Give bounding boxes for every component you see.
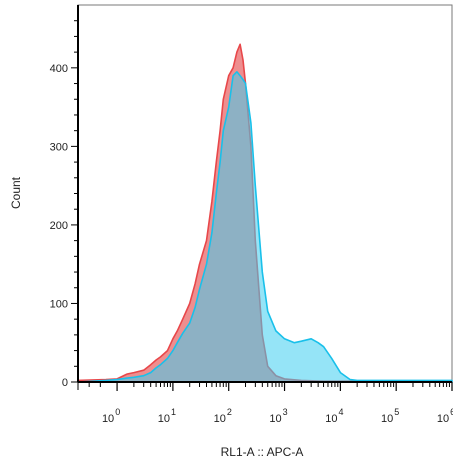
x-tick-exponent-1: 1 [171,407,176,417]
x-tick-label-0: 100 [102,407,120,425]
x-axis-label: RL1-A :: APC-A [221,445,304,459]
x-tick-exponent-5: 5 [394,407,399,417]
y-tick-label-100: 100 [50,298,68,310]
x-tick-label-2: 102 [214,407,232,425]
x-tick-exponent-0: 0 [115,407,120,417]
y-tick-label-0: 0 [62,377,68,389]
x-tick-label-4: 104 [325,407,343,425]
y-tick-label-300: 300 [50,141,68,153]
y-axis-label: Count [9,176,23,209]
y-tick-label-200: 200 [50,220,68,232]
x-tick-exponent-3: 3 [283,407,288,417]
x-tick-exponent-2: 2 [227,407,232,417]
series-layer [77,43,453,383]
x-tick-label-6: 106 [437,407,453,425]
y-tick-label-400: 400 [50,63,68,75]
series-2-area [77,71,453,383]
x-tick-exponent-6: 6 [450,407,453,417]
x-tick-label-5: 105 [381,407,399,425]
x-tick-label-3: 103 [269,407,287,425]
x-tick-exponent-4: 4 [338,407,343,417]
y-axis: 0 100 200 300 400 [50,5,79,389]
plot-area [77,4,453,383]
x-tick-label-1: 101 [158,407,176,425]
